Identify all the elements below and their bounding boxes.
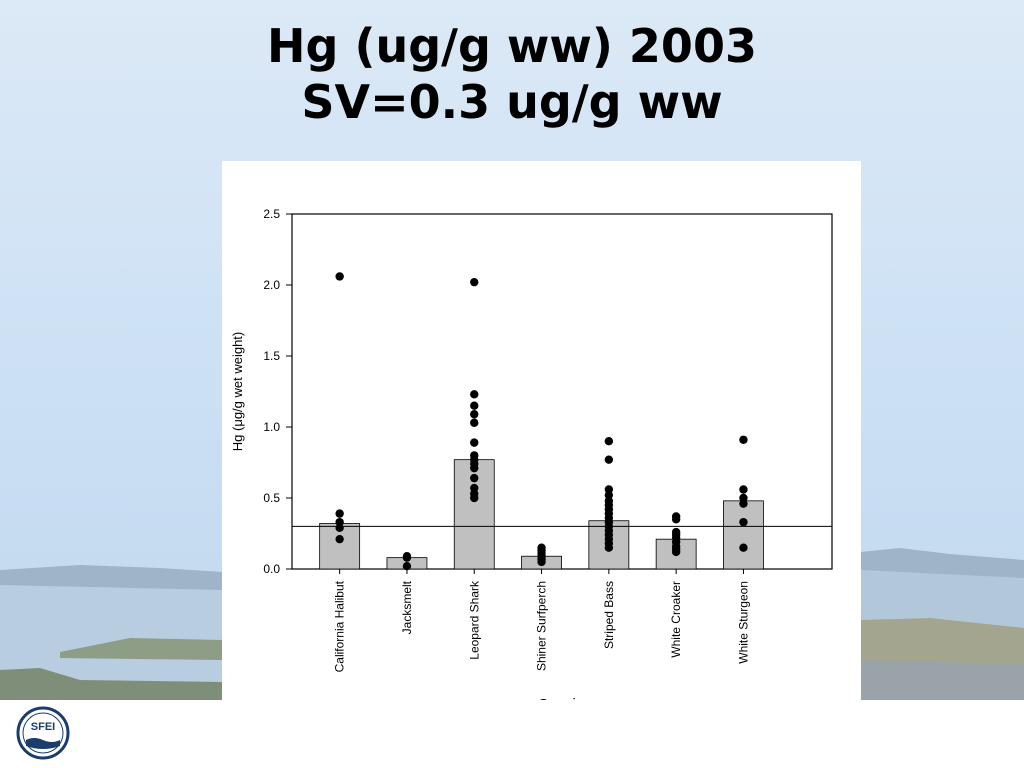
x-tick-label: White Sturgeon: [736, 581, 750, 664]
hg-bar-chart: 0.0 0.5 1.0 1.5 2.0 2.5 California Halibut Jack…: [230, 207, 833, 713]
data-point: [335, 534, 344, 544]
y-tick-label: 1.0: [263, 420, 280, 434]
data-point: [470, 493, 479, 503]
data-point: [470, 473, 479, 483]
data-point: [671, 547, 681, 557]
data-point: [335, 272, 344, 281]
data-point: [739, 485, 748, 494]
data-point: [739, 543, 748, 552]
y-tick-label: 0.0: [263, 562, 280, 576]
chart-panel: 0.0 0.5 1.0 1.5 2.0 2.5 California Halibut Jack…: [222, 161, 861, 713]
plot-frame: [291, 213, 833, 570]
data-point: [470, 463, 479, 473]
data-point: [604, 543, 614, 552]
y-axis-title: Hg (μg/g wet weight): [230, 332, 245, 451]
x-tick-label: Jacksmelt: [400, 580, 414, 634]
title-line-2: SV=0.3 ug/g ww: [301, 75, 723, 129]
data-point: [739, 499, 748, 508]
y-tick-label: 1.5: [263, 349, 280, 363]
data-point: [671, 515, 681, 524]
footer-band: [0, 700, 1024, 768]
bay-landscape-image: [0, 548, 1024, 710]
data-point: [470, 401, 479, 410]
data-point: [604, 455, 614, 464]
data-point: [470, 418, 479, 427]
data-point: [335, 509, 344, 518]
data-point: [739, 435, 748, 444]
data-point: [470, 390, 479, 399]
data-point: [739, 517, 748, 527]
y-tick-label: 2.5: [263, 207, 280, 221]
x-tick-label: Striped Bass: [602, 581, 616, 649]
data-point: [470, 410, 479, 419]
sfei-logo: SFEI: [16, 706, 70, 760]
data-point: [402, 553, 412, 562]
x-tick-label: Leopard Shark: [467, 580, 481, 660]
x-tick-label: Shiner Surfperch: [535, 581, 549, 671]
data-point: [470, 438, 479, 447]
slide-title: Hg (ug/g ww) 2003 SV=0.3 ug/g ww: [0, 18, 1024, 130]
x-tick-label: White Croaker: [669, 581, 683, 658]
data-point: [335, 523, 344, 533]
data-point: [470, 277, 479, 287]
y-tick-label: 2.0: [263, 278, 280, 292]
bar-7: [723, 500, 764, 570]
data-point: [604, 437, 614, 446]
y-tick-label: 0.5: [263, 491, 280, 505]
svg-text:SFEI: SFEI: [31, 721, 55, 733]
title-line-1: Hg (ug/g ww) 2003: [267, 19, 757, 73]
x-tick-label: California Halibut: [333, 580, 347, 672]
data-point: [402, 561, 412, 571]
data-point: [537, 557, 546, 567]
